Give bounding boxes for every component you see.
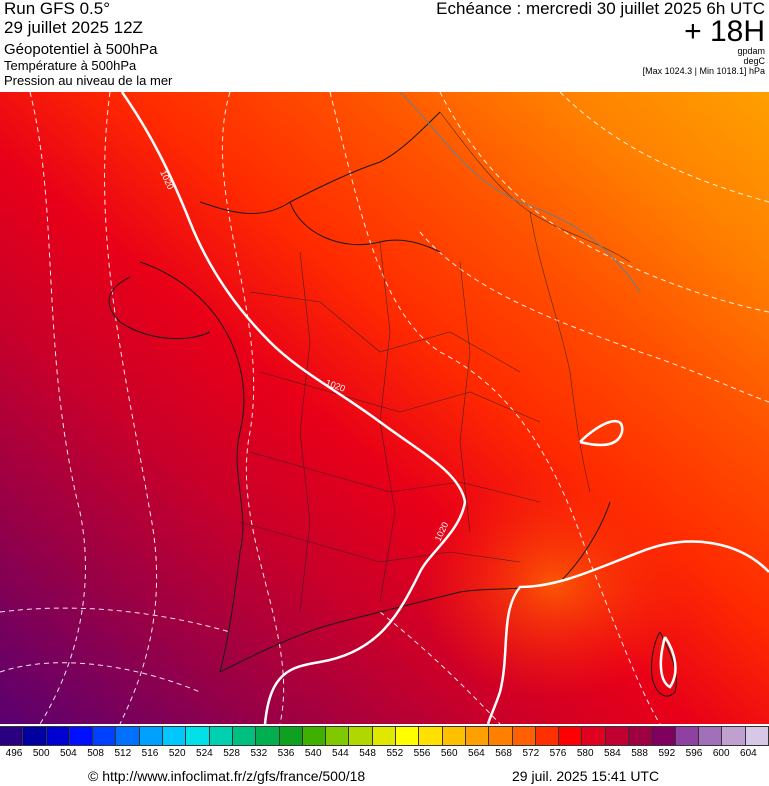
scale-swatch bbox=[629, 727, 653, 745]
run-title: Run GFS 0.5° bbox=[4, 0, 111, 18]
scale-label: 604 bbox=[740, 748, 757, 759]
scale-swatch bbox=[419, 727, 443, 745]
color-scale bbox=[0, 726, 769, 746]
scale-swatch bbox=[139, 727, 164, 745]
scale-label: 528 bbox=[223, 748, 240, 759]
scale-swatch bbox=[0, 727, 24, 745]
map-canvas: 1020 1020 1020 bbox=[0, 92, 769, 724]
scale-label: 588 bbox=[631, 748, 648, 759]
scale-label: 536 bbox=[277, 748, 295, 759]
scale-swatch bbox=[186, 727, 210, 745]
scale-label: 564 bbox=[468, 748, 485, 759]
geopotential-label: Géopotentiel à 500hPa bbox=[4, 41, 158, 58]
scale-swatch bbox=[652, 727, 676, 745]
scale-label: 504 bbox=[60, 748, 77, 759]
scale-swatch bbox=[489, 727, 513, 745]
scale-label: 572 bbox=[522, 748, 540, 759]
scale-label: 496 bbox=[5, 748, 23, 759]
scale-swatches bbox=[0, 726, 769, 746]
scale-swatch bbox=[535, 727, 560, 745]
scale-label: 584 bbox=[604, 748, 621, 759]
header-left: Run GFS 0.5° 29 juillet 2025 12Z Géopote… bbox=[4, 0, 172, 88]
scale-label: 548 bbox=[359, 748, 376, 759]
scale-label: 500 bbox=[32, 748, 50, 759]
scale-label: 520 bbox=[168, 748, 186, 759]
scale-label: 524 bbox=[196, 748, 213, 759]
scale-swatch bbox=[232, 727, 257, 745]
footer-url[interactable]: © http://www.infoclimat.fr/z/gfs/france/… bbox=[88, 768, 366, 784]
scale-swatch bbox=[372, 727, 397, 745]
scale-label: 544 bbox=[332, 748, 349, 759]
warm-anomaly bbox=[0, 92, 769, 724]
scale-swatch bbox=[582, 727, 606, 745]
scale-swatch bbox=[46, 727, 70, 745]
scale-swatch bbox=[209, 727, 233, 745]
scale-swatch bbox=[93, 727, 117, 745]
footer-timestamp: 29 juil. 2025 15:41 UTC bbox=[512, 768, 660, 784]
scale-swatch bbox=[69, 727, 94, 745]
scale-swatch bbox=[23, 727, 47, 745]
scale-swatch bbox=[442, 727, 466, 745]
header-right: Echéance : mercredi 30 juillet 2025 6h U… bbox=[436, 0, 765, 76]
scale-label: 576 bbox=[549, 748, 567, 759]
scale-swatch bbox=[279, 727, 303, 745]
lead-time: + 18H bbox=[684, 15, 765, 48]
scale-swatch bbox=[302, 727, 327, 745]
border-grey bbox=[399, 92, 641, 293]
scale-swatch bbox=[745, 727, 769, 745]
scale-label: 580 bbox=[576, 748, 594, 759]
pressure-range: [Max 1024.3 | Min 1018.1] hPa bbox=[642, 66, 765, 76]
scale-label: 532 bbox=[250, 748, 268, 759]
scale-swatch bbox=[396, 727, 420, 745]
scale-swatch bbox=[675, 727, 699, 745]
pressure-label: Pression au niveau de la mer bbox=[4, 73, 173, 88]
scale-label: 516 bbox=[141, 748, 159, 759]
unit-geopotential: gpdam bbox=[737, 46, 765, 56]
scale-swatch bbox=[163, 727, 187, 745]
scale-label: 600 bbox=[712, 748, 730, 759]
scale-label: 560 bbox=[440, 748, 458, 759]
scale-swatch bbox=[116, 727, 140, 745]
scale-label: 552 bbox=[386, 748, 404, 759]
scale-label: 596 bbox=[685, 748, 703, 759]
scale-swatch bbox=[465, 727, 490, 745]
scale-swatch bbox=[349, 727, 373, 745]
scale-labels: 496 500 504 508 512 516 520 524 528 532 536 540 544 5… bbox=[0, 748, 769, 762]
scale-label: 568 bbox=[495, 748, 512, 759]
temperature-contours bbox=[0, 92, 769, 724]
scale-label: 512 bbox=[114, 748, 132, 759]
scale-swatch bbox=[722, 727, 746, 745]
scale-swatch bbox=[512, 727, 536, 745]
scale-label: 592 bbox=[658, 748, 676, 759]
echeance-label: Echéance : mercredi 30 juillet 2025 6h U… bbox=[436, 0, 765, 18]
isobars bbox=[120, 92, 769, 724]
scale-swatch bbox=[698, 727, 723, 745]
scale-swatch bbox=[256, 727, 280, 745]
scale-label: 556 bbox=[413, 748, 431, 759]
coastline bbox=[108, 111, 677, 697]
scale-swatch bbox=[605, 727, 630, 745]
run-date: 29 juillet 2025 12Z bbox=[4, 18, 143, 37]
scale-swatch bbox=[326, 727, 350, 745]
temperature-label: Température à 500hPa bbox=[4, 58, 137, 73]
scale-label: 540 bbox=[304, 748, 322, 759]
scale-swatch bbox=[559, 727, 583, 745]
weather-map[interactable]: 1020 1020 1020 bbox=[0, 92, 769, 724]
unit-temperature: degC bbox=[743, 56, 765, 66]
scale-label: 508 bbox=[87, 748, 104, 759]
